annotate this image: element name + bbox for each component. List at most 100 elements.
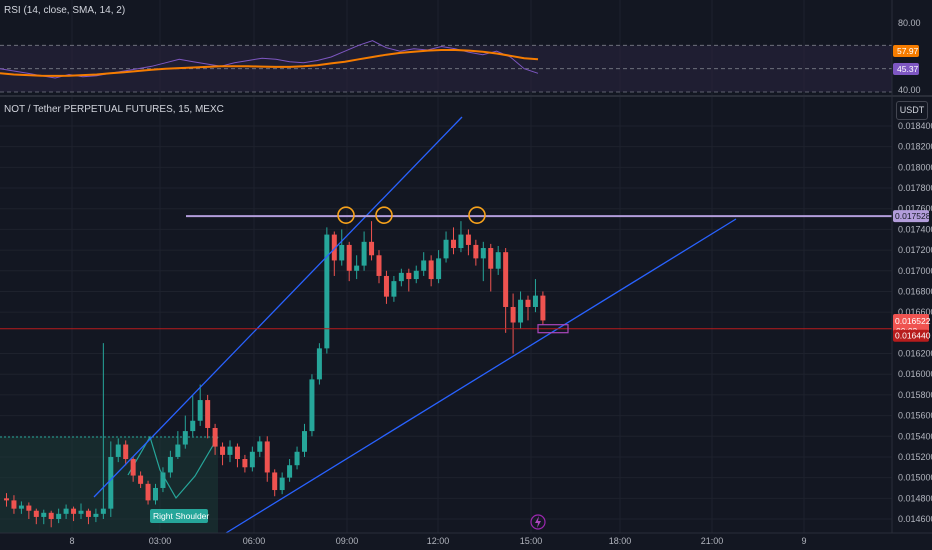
candle-body[interactable] <box>18 505 24 509</box>
candle-body[interactable] <box>33 510 39 517</box>
candle-body[interactable] <box>413 270 419 280</box>
candle-body[interactable] <box>93 513 99 517</box>
candle-body[interactable] <box>197 400 203 421</box>
candle-body[interactable] <box>115 444 121 457</box>
candle-body[interactable] <box>175 444 181 457</box>
candle-body[interactable] <box>212 427 218 447</box>
candle-body[interactable] <box>406 272 412 280</box>
sma-value-badge <box>893 45 919 57</box>
y-tick-label: 0.016600 <box>898 307 932 317</box>
candle-body[interactable] <box>339 244 345 261</box>
candle-body[interactable] <box>279 477 285 491</box>
candle-body[interactable] <box>190 420 196 432</box>
candle-body[interactable] <box>138 475 144 484</box>
lower-trendline[interactable] <box>225 218 737 534</box>
candle-body[interactable] <box>518 299 524 323</box>
candle-body[interactable] <box>480 248 486 259</box>
candle-body[interactable] <box>234 446 240 460</box>
candle-body[interactable] <box>458 234 464 249</box>
candle-body[interactable] <box>78 510 84 514</box>
candle-body[interactable] <box>495 252 501 269</box>
candle-body[interactable] <box>294 451 300 466</box>
candle-body[interactable] <box>436 258 442 280</box>
candle-body[interactable] <box>48 512 54 519</box>
candle-body[interactable] <box>369 241 375 256</box>
candle-body[interactable] <box>242 459 248 468</box>
candle-body[interactable] <box>302 431 307 452</box>
candle-body[interactable] <box>264 441 270 473</box>
candle-body[interactable] <box>220 446 226 455</box>
candle-body[interactable] <box>227 446 233 455</box>
y-tick-label: 0.016200 <box>898 349 932 359</box>
candle-body[interactable] <box>525 299 531 307</box>
candle-body[interactable] <box>488 248 494 269</box>
candle-body[interactable] <box>443 239 449 259</box>
candle-body[interactable] <box>324 234 330 349</box>
candle-body[interactable] <box>108 456 114 509</box>
candle-body[interactable] <box>398 272 404 282</box>
candle-body[interactable] <box>503 252 509 307</box>
candle-body[interactable] <box>354 265 360 271</box>
candle-body[interactable] <box>145 483 151 501</box>
y-tick-label: 0.015400 <box>898 431 932 441</box>
y-tick-label: 0.014600 <box>898 514 932 524</box>
candle-body[interactable] <box>383 275 389 297</box>
candle-body[interactable] <box>11 500 17 509</box>
candle-body[interactable] <box>71 508 77 514</box>
candle-body[interactable] <box>249 451 255 468</box>
rsi-line[interactable] <box>0 40 539 79</box>
candle-body[interactable] <box>123 444 129 460</box>
rsi-value-text: 45.37 <box>897 64 919 74</box>
candle-body[interactable] <box>153 487 158 501</box>
y-tick-label: 0.017600 <box>898 204 932 214</box>
target-box[interactable] <box>537 324 569 334</box>
candle-body[interactable] <box>465 234 471 245</box>
candle-body[interactable] <box>257 441 263 452</box>
candle-body[interactable] <box>331 234 337 261</box>
currency-button[interactable]: USDT <box>896 101 928 120</box>
candle-body[interactable] <box>391 281 397 297</box>
candle-body[interactable] <box>376 255 382 276</box>
candle-body[interactable] <box>56 513 62 519</box>
resistance-touch-marker[interactable] <box>468 206 486 224</box>
rsi-title[interactable]: RSI (14, close, SMA, 14, 2) <box>4 5 126 16</box>
candle-body[interactable] <box>100 508 106 514</box>
candle-body[interactable] <box>428 260 434 280</box>
candle-body[interactable] <box>41 512 47 517</box>
candle-body[interactable] <box>309 379 315 432</box>
candle-body[interactable] <box>540 295 546 321</box>
x-tick-label: 15:00 <box>520 536 543 546</box>
resistance-touch-marker[interactable] <box>337 206 355 224</box>
candle-body[interactable] <box>160 472 166 488</box>
candle-body[interactable] <box>26 505 32 511</box>
candle-body[interactable] <box>361 241 367 266</box>
candle-body[interactable] <box>451 239 456 249</box>
candle-body[interactable] <box>85 510 91 517</box>
candle-body[interactable] <box>130 459 136 476</box>
candle-body[interactable] <box>473 244 479 259</box>
candle-body[interactable] <box>272 472 278 491</box>
candle-body[interactable] <box>205 400 211 428</box>
candle-body[interactable] <box>63 508 69 514</box>
candle-body[interactable] <box>167 456 173 473</box>
symbol-title[interactable]: NOT / Tether PERPETUAL FUTURES, 15, MEXC <box>4 104 224 115</box>
upper-trendline[interactable] <box>93 116 463 498</box>
candle-body[interactable] <box>346 244 352 271</box>
candle-body[interactable] <box>532 295 538 307</box>
resistance-touch-marker[interactable] <box>375 206 393 224</box>
candle-body[interactable] <box>510 306 516 323</box>
candles[interactable] <box>4 221 546 528</box>
x-tick-label: 12:00 <box>427 536 450 546</box>
candle-body[interactable] <box>4 498 9 501</box>
candle-body[interactable] <box>421 260 427 271</box>
candle-body[interactable] <box>287 465 293 478</box>
lightning-icon[interactable] <box>530 514 546 530</box>
rsi-panel[interactable]: 80.00 40.00 <box>0 18 921 95</box>
y-tick-label: 0.018000 <box>898 162 932 172</box>
rsi-sma-line[interactable] <box>0 49 539 77</box>
drawings[interactable]: Right Shoulder <box>0 116 892 534</box>
candle-body[interactable] <box>316 348 322 380</box>
candle-body[interactable] <box>182 431 188 445</box>
